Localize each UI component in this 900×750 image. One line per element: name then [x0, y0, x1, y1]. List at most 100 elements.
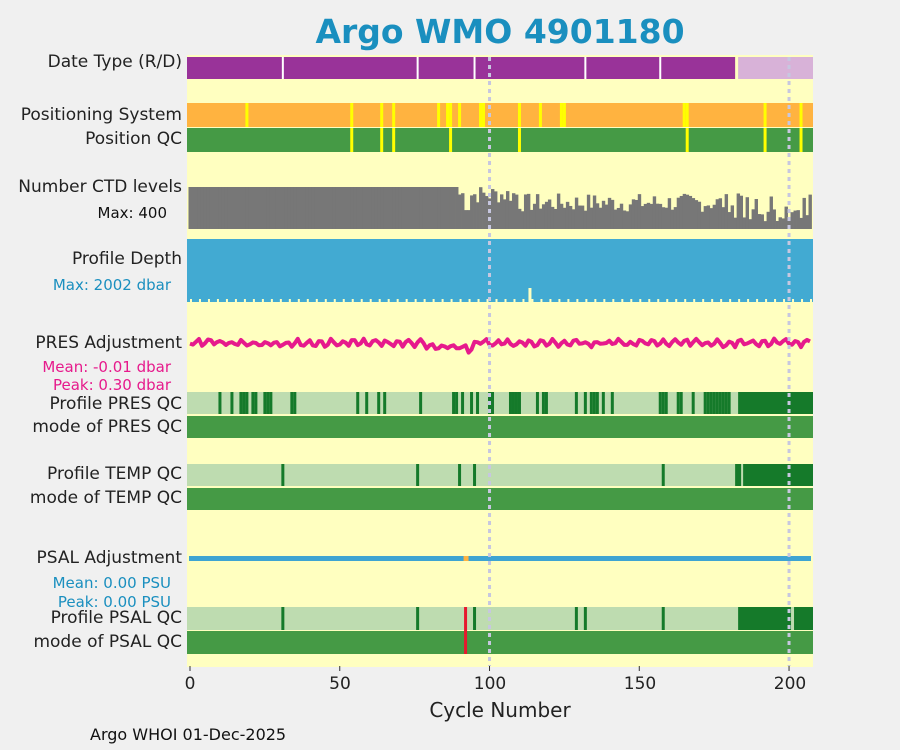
ctd-level-bar — [568, 205, 573, 229]
ctd-level-bar — [511, 193, 516, 229]
profile-pres-qc-mark — [574, 392, 578, 414]
profile-pres-qc-mark — [269, 392, 273, 414]
profile-temp-qc-mark — [281, 464, 285, 486]
ctd-level-bar — [428, 187, 432, 229]
ctd-level-bar — [248, 187, 252, 229]
ctd-level-bar — [541, 204, 546, 229]
profile-pres-qc-mark — [658, 392, 662, 414]
ctd-level-bar — [706, 205, 711, 229]
ctd-level-bar — [416, 187, 420, 229]
profile-depth-notch — [648, 299, 651, 302]
profile-pres-qc-mark — [715, 392, 719, 414]
mode-psal-qc-bar — [187, 631, 813, 654]
ctd-level-bar — [778, 217, 782, 229]
profile-depth-notch — [279, 299, 282, 302]
ctd-level-bar — [700, 211, 705, 229]
profile-depth-notch — [531, 299, 534, 302]
date-type-delayed-bar — [738, 57, 813, 79]
profile-pres-qc-mark — [251, 392, 255, 414]
ctd-level-bar — [227, 187, 231, 229]
ctd-level-bar — [272, 187, 276, 229]
ctd-level-bar — [580, 205, 585, 229]
profile-psal-qc-mark — [281, 607, 285, 630]
ctd-level-bar — [763, 221, 767, 229]
profile-depth-short — [528, 288, 532, 302]
profile-depth-notch — [306, 299, 309, 302]
profile-depth-notch — [756, 299, 759, 302]
ctd-level-bar — [607, 197, 612, 229]
ctd-level-bar — [335, 187, 339, 229]
profile-depth-notch — [396, 299, 399, 302]
positioning-flag — [437, 103, 441, 127]
profile-depth-notch — [459, 299, 462, 302]
profile-depth-notch — [198, 299, 201, 302]
position-qc-flag — [517, 128, 521, 152]
positioning-bar — [187, 103, 813, 127]
profile-pres-qc-mark — [724, 392, 728, 414]
ctd-level-bar — [341, 187, 345, 229]
ctd-max: Max: 400 — [97, 204, 167, 222]
profile-temp-qc-bar — [187, 464, 813, 486]
profile-pres-qc-mark — [676, 392, 680, 414]
profile-depth-notch — [252, 299, 255, 302]
ctd-level-bar — [329, 187, 333, 229]
ctd-level-bar — [703, 206, 708, 229]
ctd-level-bar — [254, 187, 258, 229]
profile-depth-notch — [486, 299, 489, 302]
ctd-level-bar — [485, 196, 489, 229]
ctd-level-bar — [194, 187, 198, 229]
ctd-level-bar — [239, 187, 243, 229]
positioning-flag — [763, 103, 767, 127]
ctd-level-bar — [443, 187, 447, 229]
profile-pres-qc-mark — [383, 392, 387, 414]
profile-pres-qc-mark — [610, 392, 614, 414]
ctd-level-bar — [434, 187, 438, 229]
ctd-level-bar — [419, 187, 423, 229]
profile-depth-notch — [378, 299, 381, 302]
profile-pres-qc-mark — [218, 392, 222, 414]
profile-pres-qc-mark — [691, 392, 695, 414]
ctd-level-bar — [356, 187, 360, 229]
profile-pres-qc-mark — [592, 392, 596, 414]
position-qc-flag — [799, 128, 803, 152]
profile-psal-qc-gap — [791, 607, 795, 630]
ctd-level-bar — [631, 199, 636, 229]
ctd-level-bar — [413, 187, 417, 229]
label-mode-temp-qc: mode of TEMP QC — [29, 488, 182, 508]
date-type-gap — [416, 57, 419, 79]
ctd-level-bar — [742, 217, 747, 229]
ctd-level-bar — [760, 214, 764, 229]
label-mode-pres-qc: mode of PRES QC — [32, 417, 182, 437]
ctd-level-bar — [200, 187, 204, 229]
profile-depth-notch — [549, 299, 552, 302]
ctd-level-bar — [368, 187, 372, 229]
ctd-level-bar — [610, 199, 615, 229]
positioning-flag — [458, 103, 462, 127]
x-tick-label: 0 — [184, 674, 196, 694]
ctd-level-bar — [562, 207, 567, 229]
x-tick-label: 100 — [473, 674, 507, 694]
profile-depth-notch — [522, 299, 525, 302]
profile-pres-qc-mark — [461, 392, 465, 414]
ctd-level-bar — [625, 211, 630, 229]
mode-temp-qc-bar — [187, 488, 813, 510]
profile-depth-notch — [225, 299, 228, 302]
ctd-level-bar — [718, 198, 723, 229]
profile-pres-qc-mark — [517, 392, 521, 414]
profile-depth-notch — [207, 299, 210, 302]
x-axis-label: Cycle Number — [429, 698, 571, 722]
ctd-level-bar — [317, 187, 321, 229]
profile-pres-qc-mark — [230, 392, 234, 414]
ctd-level-bar — [221, 187, 225, 229]
profile-depth-notch — [666, 299, 669, 302]
profile-depth-notch — [657, 299, 660, 302]
profile-depth-notch — [801, 299, 804, 302]
ctd-level-bar — [212, 187, 216, 229]
ctd-level-bar — [242, 187, 246, 229]
profile-pres-qc-mark — [664, 392, 668, 414]
ctd-level-bar — [553, 208, 558, 229]
profile-depth-notch — [612, 299, 615, 302]
profile-depth-notch — [351, 299, 354, 302]
profile-depth-notch — [738, 299, 741, 302]
ctd-level-bar — [338, 187, 342, 229]
